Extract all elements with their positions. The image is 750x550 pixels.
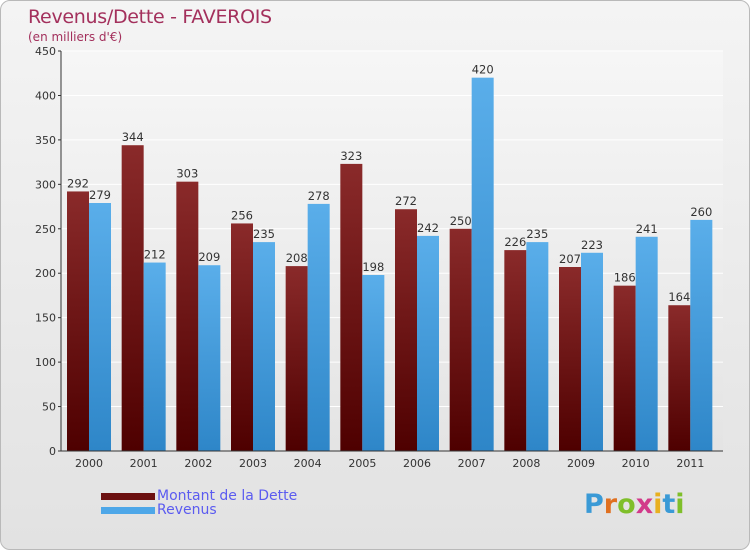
data-label: 241 <box>636 222 658 236</box>
bar-dette-2011 <box>668 305 691 451</box>
proxiti-logo: Proxiti <box>584 489 685 520</box>
data-label: 278 <box>308 189 330 203</box>
y-tick-label: 150 <box>35 312 56 325</box>
data-label: 303 <box>176 167 198 181</box>
logo-letter: o <box>617 489 636 520</box>
bar-revenus-2008 <box>526 242 549 451</box>
plot-area <box>61 51 723 451</box>
data-label: 292 <box>67 176 89 190</box>
data-label: 235 <box>526 227 548 241</box>
x-tick-label: 2006 <box>403 457 431 470</box>
logo-letter: r <box>603 489 618 520</box>
bar-dette-2004 <box>285 266 308 451</box>
y-tick-label: 250 <box>35 223 56 236</box>
bar-revenus-2002 <box>198 265 221 451</box>
data-label: 186 <box>614 271 636 285</box>
logo-letter: i <box>675 489 685 520</box>
bar-dette-2009 <box>559 267 581 451</box>
y-tick-label: 400 <box>35 89 56 102</box>
bar-dette-2001 <box>121 145 144 451</box>
bar-revenus-2000 <box>89 203 111 451</box>
data-label: 323 <box>340 149 362 163</box>
y-tick-label: 300 <box>35 178 56 191</box>
y-tick-label: 450 <box>35 45 56 58</box>
x-axis: 2000 2001 2002 2003 2004 2005 2006 2007 2008 2009… <box>61 450 723 470</box>
data-label: 420 <box>472 63 494 77</box>
y-tick-label: 0 <box>49 445 56 458</box>
bar-dette-2010 <box>613 285 636 451</box>
x-tick-label: 2005 <box>348 457 376 470</box>
x-tick-label: 2010 <box>622 457 650 470</box>
x-tick-label: 2000 <box>75 457 103 470</box>
y-tick-label: 100 <box>35 356 56 369</box>
legend-swatch-revenus <box>101 506 155 514</box>
x-tick-label: 2011 <box>676 457 704 470</box>
bar-revenus-2011 <box>690 219 713 451</box>
data-label: 223 <box>581 238 603 252</box>
y-tick-label: 350 <box>35 134 56 147</box>
data-label: 207 <box>559 252 581 266</box>
gridlines <box>61 50 723 452</box>
data-label: 260 <box>690 205 712 219</box>
data-label: 198 <box>362 260 384 274</box>
y-axis: 0 50 100 150 200 250 300 350 400 450 <box>35 45 62 458</box>
x-tick-label: 2008 <box>512 457 540 470</box>
logo-letter: i <box>653 489 663 520</box>
x-tick-label: 2003 <box>239 457 267 470</box>
chart-subtitle: (en milliers d'€) <box>28 30 123 44</box>
bar-dette-2000 <box>67 191 89 451</box>
legend-label-revenus: Revenus <box>157 502 217 518</box>
data-label: 344 <box>122 130 144 144</box>
legend-swatch-dette <box>101 492 155 500</box>
data-label: 208 <box>286 251 308 265</box>
data-label: 209 <box>198 250 220 264</box>
plot-background <box>61 51 723 451</box>
bar-revenus-2001 <box>143 262 166 451</box>
data-label: 256 <box>231 208 253 222</box>
bar-revenus-2009 <box>581 252 603 451</box>
x-tick-label: 2004 <box>294 457 322 470</box>
bar-dette-2005 <box>340 163 363 451</box>
data-label: 250 <box>450 214 472 228</box>
bar-revenus-2006 <box>417 235 439 451</box>
bar-revenus-2004 <box>307 203 330 451</box>
bar-revenus-2003 <box>253 242 275 451</box>
logo-letter: P <box>584 489 604 520</box>
bars <box>67 77 713 452</box>
bar-dette-2002 <box>176 181 199 451</box>
bar-dette-2003 <box>231 223 253 451</box>
legend-item-revenus: Revenus <box>101 503 217 517</box>
bar-revenus-2010 <box>635 236 658 451</box>
y-tick-label: 200 <box>35 267 56 280</box>
bar-dette-2006 <box>395 209 417 451</box>
x-tick-label: 2001 <box>130 457 158 470</box>
data-label: 226 <box>504 235 526 249</box>
data-label: 235 <box>253 227 275 241</box>
bar-revenus-2005 <box>362 275 385 451</box>
logo-letter: t <box>662 489 676 520</box>
y-tick-label: 50 <box>42 401 56 414</box>
data-label: 164 <box>668 290 690 304</box>
x-tick-label: 2007 <box>458 457 486 470</box>
data-label: 279 <box>89 188 111 202</box>
bar-dette-2008 <box>504 250 527 451</box>
logo-letter: x <box>635 489 654 520</box>
legend-item-dette: Montant de la Dette <box>101 489 297 503</box>
x-tick-label: 2009 <box>567 457 595 470</box>
bar-dette-2007 <box>449 228 472 451</box>
data-label: 272 <box>395 194 417 208</box>
chart-title: Revenus/Dette - FAVEROIS <box>28 6 272 28</box>
data-label: 212 <box>144 248 166 262</box>
data-labels: 2922793442123032092562352082783231982722… <box>67 63 712 305</box>
bar-revenus-2007 <box>471 77 494 452</box>
legend-label-dette: Montant de la Dette <box>157 488 298 504</box>
x-tick-label: 2002 <box>184 457 212 470</box>
data-label: 242 <box>417 221 439 235</box>
